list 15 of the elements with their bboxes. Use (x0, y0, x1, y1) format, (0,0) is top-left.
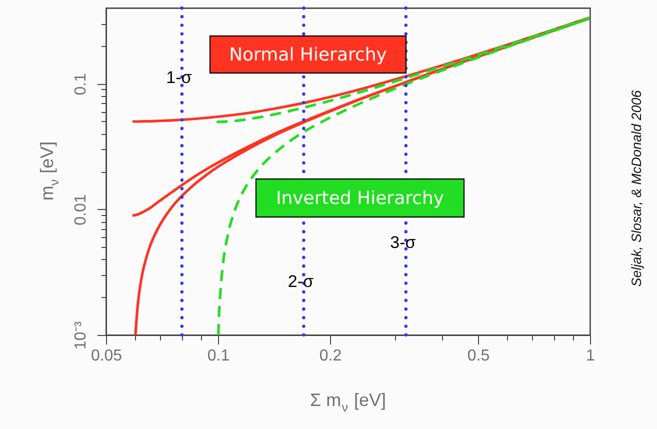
ref-line-label: 2-σ (288, 272, 314, 291)
x-tick-label: 0.1 (207, 348, 230, 364)
y-tick-label: 10⁻³ (72, 320, 90, 350)
text: Inverted Hierarchy (276, 188, 444, 209)
x-tick-label: 0.5 (467, 348, 490, 364)
y-tick-label: 0.1 (72, 72, 90, 96)
y-tick-label: 0.01 (72, 194, 90, 226)
ref-line-label: 1-σ (166, 68, 192, 87)
text: Seljak, Slosar, & McDonald 2006 (629, 90, 644, 287)
x-tick-label: 0.05 (90, 348, 122, 364)
series-label: Normal Hierarchy (229, 44, 388, 66)
ref-line-label: 3-σ (390, 233, 416, 252)
x-tick-label: 1 (586, 348, 596, 364)
y-axis-title: mν [eV] (37, 141, 62, 201)
x-tick-label: 0.2 (319, 348, 342, 364)
